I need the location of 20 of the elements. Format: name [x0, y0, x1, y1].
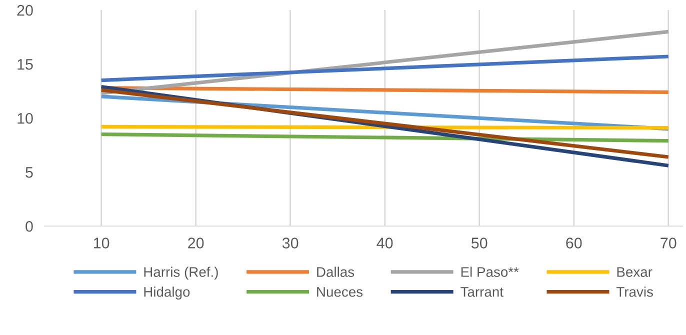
legend-label: Harris (Ref.)	[144, 266, 218, 280]
legend-label: El Paso**	[461, 266, 519, 277]
legend-label: Nueces	[317, 287, 363, 297]
y-tick-label: 10	[18, 112, 33, 124]
legend-label: Tarrant	[460, 287, 504, 297]
x-tick-label: 10	[94, 238, 110, 248]
x-tick-label: 30	[282, 238, 298, 248]
x-tick-label: 70	[660, 238, 676, 248]
y-tick-label: 20	[17, 4, 33, 16]
legend-label: Bexar	[617, 267, 652, 277]
legend-label: Hidalgo	[144, 286, 190, 300]
x-tick-label: 60	[566, 238, 582, 248]
legend-label: Dallas	[317, 266, 354, 277]
x-tick-label: 40	[376, 238, 393, 248]
x-tick-label: 20	[188, 238, 204, 248]
legend-label: Travis	[616, 286, 653, 297]
y-tick-label: 15	[18, 59, 33, 70]
y-tick-label: 0	[26, 220, 33, 232]
y-tick-label: 5	[26, 167, 33, 178]
x-tick-label: 50	[471, 238, 488, 248]
